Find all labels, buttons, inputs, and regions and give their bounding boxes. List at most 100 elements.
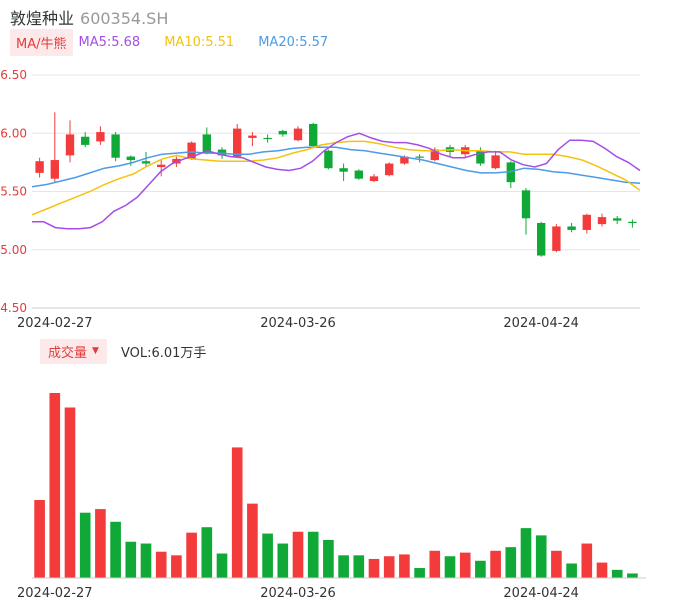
stock-title: 敦煌种业 600354.SH [10, 5, 168, 29]
volume-bar [140, 543, 152, 578]
price-date-tick-label: 2024-04-24 [503, 316, 579, 331]
volume-bar [323, 539, 334, 578]
ma5-legend: MA5:5.68 [78, 34, 141, 50]
price-axis-tick-label: 6.00 [0, 126, 27, 140]
volume-bar [292, 531, 304, 578]
volume-bar [611, 569, 623, 578]
ma10-line [31, 140, 641, 216]
stock-name: 敦煌种业 [10, 9, 75, 28]
volume-bar [566, 563, 577, 578]
volume-bar [247, 503, 258, 578]
candle-body [613, 218, 622, 221]
volume-bar [201, 527, 213, 578]
volume-bar [353, 555, 365, 578]
volume-bar [551, 550, 562, 578]
volume-bar [79, 512, 91, 578]
candle-body [65, 134, 75, 156]
candle-body [491, 155, 500, 169]
volume-bar [596, 562, 608, 578]
stock-code: 600354.SH [80, 9, 169, 28]
volume-bar [338, 555, 349, 578]
candle-body [537, 222, 546, 256]
volume-bar [231, 447, 243, 578]
price-date-tick-label: 2024-03-26 [260, 316, 336, 331]
price-date-tick-label: 2024-02-27 [17, 316, 93, 331]
volume-legend: 成交量 ▼ VOL:6.01万手 [40, 338, 207, 364]
candle-body [506, 162, 515, 183]
volume-bar [520, 528, 532, 578]
volume-bar [64, 407, 76, 578]
candle-body [248, 135, 257, 138]
candle-body [400, 156, 409, 164]
volume-bar [368, 558, 380, 578]
price-axis-tick-label: 5.00 [0, 243, 27, 257]
volume-bar [277, 543, 289, 578]
ma10-legend: MA10:5.51 [164, 34, 235, 50]
volume-date-tick-label: 2024-03-26 [260, 586, 336, 601]
volume-value-label: VOL:6.01万手 [120, 345, 207, 361]
volume-bar [535, 535, 547, 578]
candle-body [187, 142, 196, 159]
candle-body [476, 150, 485, 164]
ma20-legend: MA20:5.57 [258, 34, 329, 50]
volume-bar [414, 568, 425, 578]
volume-bar [125, 541, 137, 578]
caret-down-icon: ▼ [92, 346, 99, 356]
candle-body [385, 163, 394, 176]
candle-body [324, 150, 333, 169]
candle-body [567, 226, 576, 230]
candle-body [81, 136, 90, 145]
volume-bar [110, 521, 121, 578]
volume-indicator-selector[interactable]: 成交量 ▼ [40, 338, 107, 364]
volume-bar [186, 532, 197, 578]
volume-bar [383, 556, 395, 578]
candle-body [111, 134, 120, 158]
volume-bar [399, 554, 410, 578]
ma20-line [31, 146, 641, 188]
candle-body [278, 130, 287, 135]
candle-body [415, 156, 424, 158]
candle-body [233, 128, 242, 157]
candle-body [369, 176, 379, 182]
volume-bar [155, 551, 167, 578]
volume-date-tick-label: 2024-04-24 [503, 586, 579, 601]
volume-bar [505, 547, 517, 578]
candle-body [202, 134, 211, 154]
candle-body [430, 149, 439, 161]
volume-bar [171, 555, 182, 578]
candle-body [293, 128, 303, 141]
volume-bar [216, 553, 228, 578]
volume-bar [581, 543, 593, 578]
ma5-line [32, 132, 641, 230]
candle-body [157, 164, 166, 168]
volume-bar [627, 573, 638, 578]
candle-body [521, 190, 531, 219]
volume-bar [459, 552, 471, 578]
volume-bar [34, 500, 45, 578]
candle-body [263, 137, 272, 140]
candle-body [582, 214, 591, 230]
candle-body [50, 160, 59, 179]
volume-bar [95, 509, 106, 578]
volume-selector-label: 成交量 [48, 345, 88, 361]
volume-bar [429, 550, 441, 578]
volume-bar [490, 550, 501, 578]
volume-bar [444, 556, 456, 578]
volume-bar [475, 560, 486, 578]
candle-body [339, 168, 348, 172]
candle-body [552, 226, 561, 251]
candle-body [141, 161, 151, 164]
candle-body [96, 132, 105, 142]
price-axis-tick-label: 6.50 [0, 68, 27, 82]
volume-bar [307, 531, 319, 578]
volume-bar [262, 533, 273, 578]
candle-body [35, 161, 44, 173]
volume-date-tick-label: 2024-02-27 [17, 586, 93, 601]
candle-body [309, 123, 318, 147]
ma-type-selector[interactable]: MA/牛熊 [10, 28, 73, 56]
volume-bar [49, 393, 61, 578]
ma-legend: MA/牛熊 MA5:5.68 MA10:5.51 MA20:5.57 [10, 28, 352, 56]
candle-body [628, 221, 637, 223]
candle-body [126, 156, 135, 161]
price-axis-tick-label: 5.50 [0, 185, 27, 199]
